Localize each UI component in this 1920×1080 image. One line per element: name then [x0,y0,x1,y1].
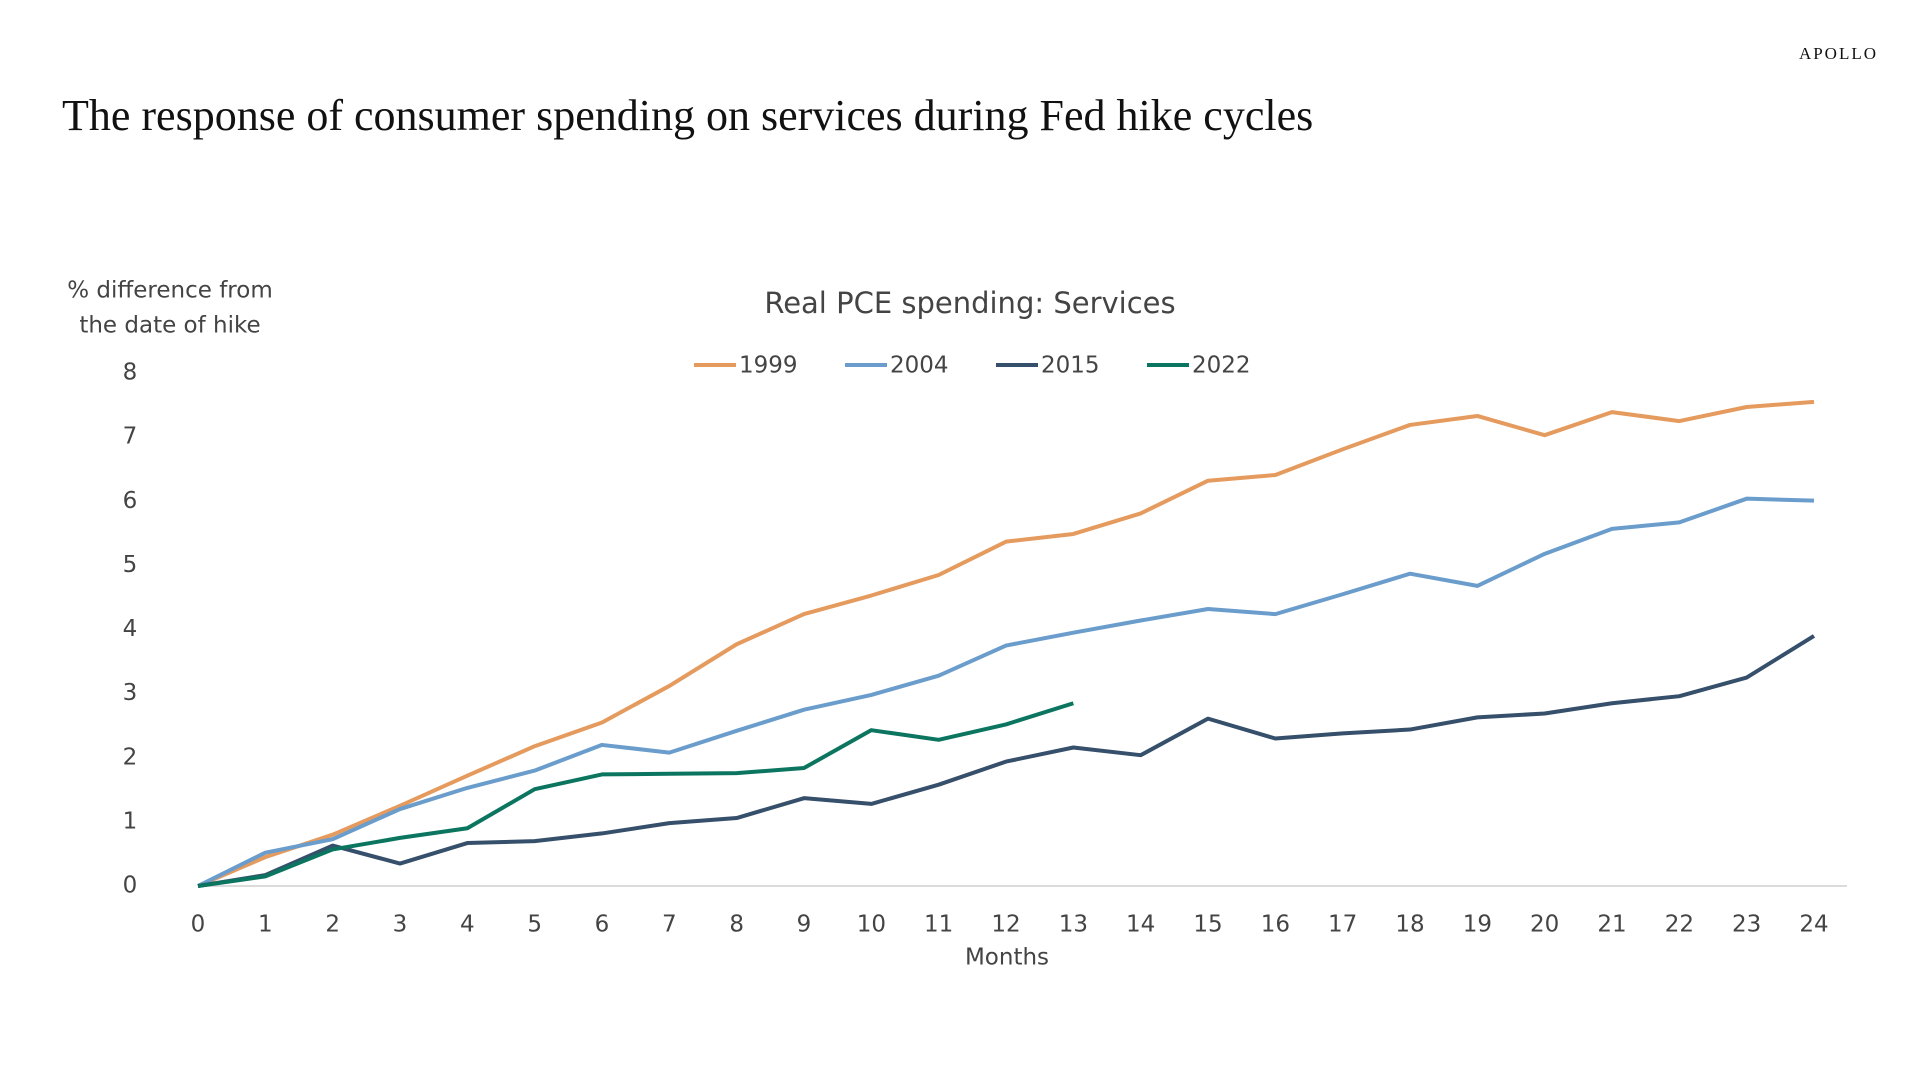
x-tick-label: 3 [393,912,408,938]
x-tick-label: 16 [1261,912,1290,938]
x-tick-label: 9 [797,912,812,938]
x-tick-label: 6 [595,912,610,938]
x-axis-label: Months [965,945,1049,971]
x-tick-label: 8 [729,912,744,938]
x-tick-label: 11 [924,912,953,938]
x-tick-label: 13 [1059,912,1088,938]
x-tick-label: 4 [460,912,475,938]
y-tick-label: 1 [123,808,138,834]
y-tick-label: 0 [123,873,138,899]
brand: APOLLO [1799,44,1878,63]
chart-title: Real PCE spending: Services [764,286,1175,320]
x-tick-label: 23 [1732,912,1761,938]
y-axis-label: the date of hike [79,313,260,339]
x-tick-label: 22 [1665,912,1694,938]
legend-label: 2004 [890,353,949,379]
y-tick-label: 7 [123,424,138,450]
x-tick-label: 21 [1597,912,1626,938]
y-tick-label: 8 [123,360,138,386]
x-tick-label: 0 [191,912,206,938]
x-tick-label: 15 [1193,912,1222,938]
y-axis-label: % difference from [67,278,272,304]
x-tick-label: 14 [1126,912,1155,938]
x-tick-label: 24 [1799,912,1828,938]
series-line [197,496,1815,888]
y-tick-label: 2 [123,744,138,770]
series-line [197,701,1074,888]
x-tick-label: 10 [857,912,886,938]
legend-label: 2015 [1041,353,1100,379]
y-tick-label: 4 [123,616,138,642]
x-tick-label: 7 [662,912,677,938]
series-line [197,399,1815,888]
legend-label: 1999 [739,353,798,379]
y-tick-label: 5 [123,552,138,578]
x-tick-label: 18 [1395,912,1424,938]
x-tick-label: 2 [325,912,340,938]
x-tick-label: 5 [527,912,542,938]
x-tick-label: 17 [1328,912,1357,938]
page-title: The response of consumer spending on ser… [62,91,1313,140]
legend-label: 2022 [1192,353,1251,379]
x-tick-label: 20 [1530,912,1559,938]
y-tick-label: 3 [123,680,138,706]
x-tick-label: 1 [258,912,273,938]
series-line [197,634,1816,888]
x-tick-label: 12 [991,912,1020,938]
y-tick-label: 6 [123,488,138,514]
x-tick-label: 19 [1463,912,1492,938]
